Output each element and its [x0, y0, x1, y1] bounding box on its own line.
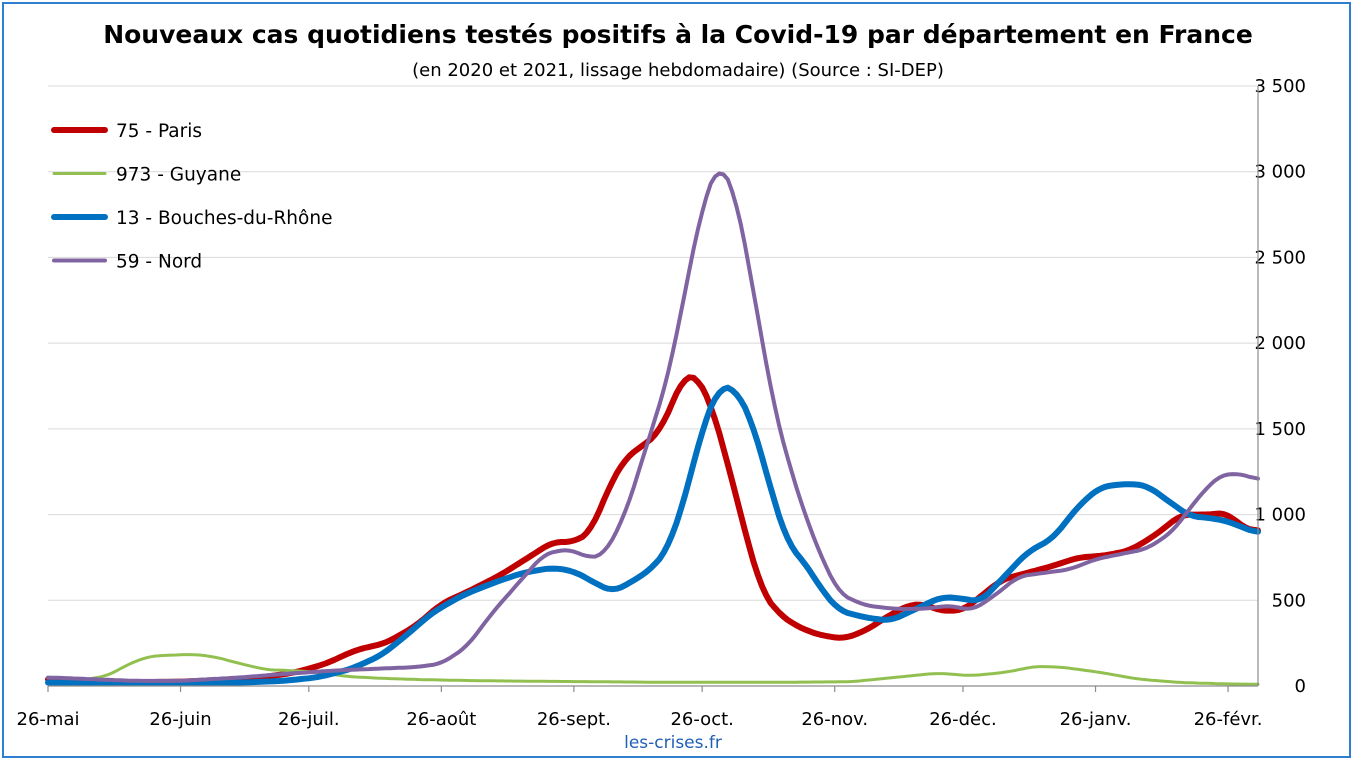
x-tick-label: 26-nov. — [801, 709, 868, 730]
y-tick-label: 0 — [1295, 676, 1306, 697]
x-tick-label: 26-janv. — [1060, 709, 1132, 730]
y-tick-label: 3 500 — [1254, 76, 1306, 97]
y-tick-label: 2 500 — [1254, 247, 1306, 268]
x-tick-label: 26-sept. — [537, 709, 611, 730]
axes: 0 500 1 000 1 500 2 000 2 500 3 000 3 500 26-mai… — [17, 76, 1306, 730]
legend-label: 973 - Guyane — [116, 165, 241, 186]
legend-label: 59 - Nord — [116, 252, 202, 273]
y-tick-label: 500 — [1272, 590, 1306, 611]
gridlines — [48, 85, 1258, 601]
x-tick-label: 26-juin — [149, 709, 211, 730]
legend-label: 75 - Paris — [116, 121, 202, 142]
y-tick-label: 2 000 — [1254, 333, 1306, 354]
y-tick-label: 3 000 — [1254, 162, 1306, 183]
x-tick-label: 26-oct. — [670, 709, 733, 730]
series-line-59-nord — [46, 171, 1260, 683]
x-tick-label: 26-déc. — [929, 709, 997, 730]
y-tick-label: 1 000 — [1254, 505, 1306, 526]
chart-subtitle: (en 2020 et 2021, lissage hebdomadaire) … — [412, 60, 944, 81]
series-line-13-bouches-du-rhone — [45, 384, 1261, 687]
x-tick-label: 26-juil. — [278, 709, 340, 730]
x-tick-label: 26-févr. — [1194, 709, 1263, 730]
series-lines — [45, 171, 1261, 687]
x-tick-label: 26-mai — [17, 709, 80, 730]
source-credit: les-crises.fr — [624, 733, 722, 753]
legend: 75 - Paris 973 - Guyane 13 - Bouches-du-Rh… — [51, 121, 332, 273]
chart-title: Nouveaux cas quotidiens testés positifs … — [103, 20, 1253, 49]
legend-label: 13 - Bouches-du-Rhône — [116, 208, 332, 229]
x-tick-label: 26-août — [406, 709, 476, 730]
series-line-973-guyane — [46, 653, 1260, 686]
y-tick-label: 1 500 — [1254, 419, 1306, 440]
